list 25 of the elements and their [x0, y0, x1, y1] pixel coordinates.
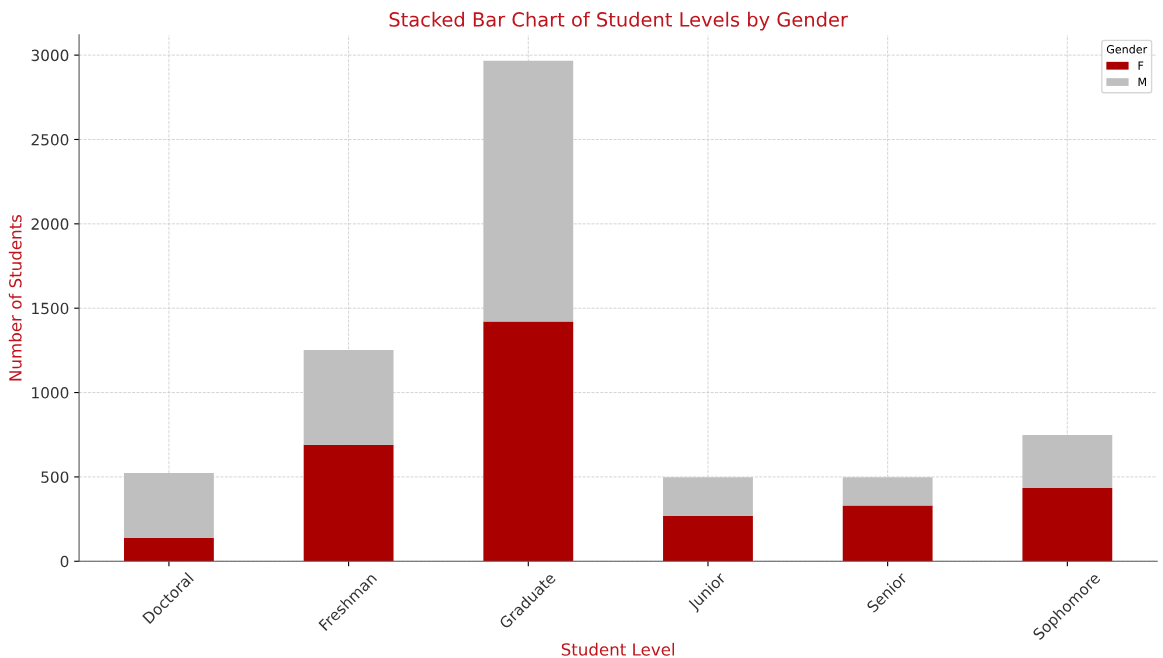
y-tick-label: 2000 [31, 218, 69, 230]
bar [663, 477, 753, 517]
y-tick-label: 1000 [32, 387, 69, 399]
y-tick-label: 3000 [31, 49, 69, 62]
bar [303, 350, 394, 445]
y-tick-label: 1500 [32, 302, 69, 315]
bar [124, 473, 214, 538]
bar [663, 516, 753, 562]
bar [1022, 435, 1113, 489]
legend-label: F [1138, 61, 1144, 70]
bar [483, 60, 574, 322]
bar [842, 477, 933, 506]
bar [124, 537, 214, 562]
legend-label: M [1138, 77, 1146, 86]
y-axis-title: Number of Students [8, 214, 22, 381]
legend-title: Gender [1106, 44, 1148, 54]
chart-title: Stacked Bar Chart of Student Levels by Gender [389, 11, 848, 31]
y-tick-label: 0 [60, 555, 69, 568]
y-tick-label: 2500 [31, 133, 69, 146]
bar [303, 444, 394, 562]
bar [1022, 488, 1113, 562]
bar [483, 321, 574, 562]
y-tick-label: 500 [41, 471, 69, 483]
bar [842, 505, 933, 562]
x-axis-title: Student Level [561, 642, 675, 656]
